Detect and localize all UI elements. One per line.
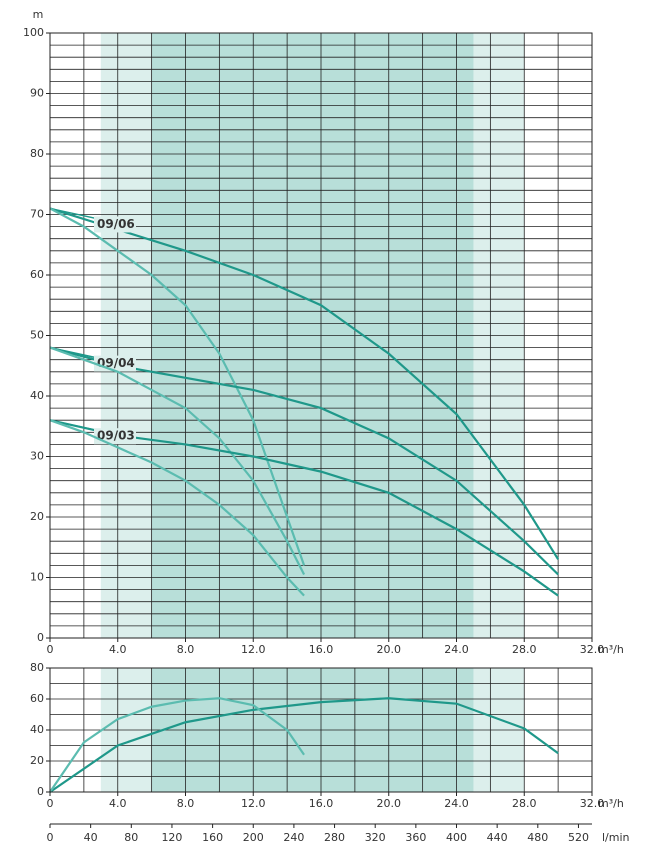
label-bg xyxy=(94,216,136,233)
y-tick-label: 60 xyxy=(30,692,44,705)
x2-tick-label: 120 xyxy=(161,831,182,844)
x-tick-label: 0 xyxy=(47,797,54,810)
x-axis-label: m³/h xyxy=(598,797,624,810)
x-tick-label: 16.0 xyxy=(309,643,334,656)
curve xyxy=(49,346,559,576)
x2-tick-label: 240 xyxy=(283,831,304,844)
y-tick-label: 0 xyxy=(37,631,44,644)
x-tick-label: 28.0 xyxy=(512,643,537,656)
y-tick-label: 70 xyxy=(30,208,44,221)
label-bg xyxy=(94,428,136,445)
x2-tick-label: 360 xyxy=(405,831,426,844)
y-tick-label: 20 xyxy=(30,510,44,523)
curve xyxy=(49,419,305,597)
x2-tick-label: 80 xyxy=(124,831,138,844)
curve xyxy=(49,419,559,597)
y-tick-label: 80 xyxy=(30,147,44,160)
x2-tick-label: 440 xyxy=(487,831,508,844)
x-tick-label: 8.0 xyxy=(177,797,195,810)
x2-tick-label: 480 xyxy=(527,831,548,844)
curve-label: 09/06 xyxy=(97,217,135,231)
x-tick-label: 16.0 xyxy=(309,797,334,810)
curve xyxy=(49,207,560,560)
curve-label: 09/04 xyxy=(97,356,135,370)
x-tick-label: 32.0 xyxy=(580,643,605,656)
y-tick-label: 30 xyxy=(30,450,44,463)
x2-tick-label: 200 xyxy=(243,831,264,844)
x-tick-label: 12.0 xyxy=(241,797,266,810)
y-tick-label: 20 xyxy=(30,754,44,767)
x-tick-label: 4.0 xyxy=(109,797,127,810)
x-axis-label: m³/h xyxy=(598,643,624,656)
curve xyxy=(49,697,559,793)
curve xyxy=(49,207,306,566)
y-axis-label: m xyxy=(33,8,44,21)
y-tick-label: 90 xyxy=(30,87,44,100)
x2-tick-label: 280 xyxy=(324,831,345,844)
plot-frame xyxy=(49,667,593,793)
curve xyxy=(49,697,305,793)
x-tick-label: 28.0 xyxy=(512,797,537,810)
x2-tick-label: 160 xyxy=(202,831,223,844)
x2-tick-label: 400 xyxy=(446,831,467,844)
x2-tick-label: 520 xyxy=(568,831,589,844)
y-tick-label: 40 xyxy=(30,389,44,402)
x-tick-label: 24.0 xyxy=(444,797,469,810)
y-tick-label: 50 xyxy=(30,329,44,342)
plot-frame xyxy=(49,32,593,639)
x2-axis-label: l/min xyxy=(602,831,630,844)
x-tick-label: 4.0 xyxy=(109,643,127,656)
x-tick-label: 0 xyxy=(47,643,54,656)
y-tick-label: 10 xyxy=(30,571,44,584)
x2-tick-label: 40 xyxy=(84,831,98,844)
y-tick-label: 100 xyxy=(23,26,44,39)
y-tick-label: 80 xyxy=(30,661,44,674)
label-leader xyxy=(49,207,97,220)
x2-tick-label: 320 xyxy=(365,831,386,844)
y-tick-label: 0 xyxy=(37,785,44,798)
x-tick-label: 32.0 xyxy=(580,797,605,810)
x-tick-label: 20.0 xyxy=(377,643,402,656)
x-tick-label: 20.0 xyxy=(377,797,402,810)
x-tick-label: 8.0 xyxy=(177,643,195,656)
x-tick-label: 24.0 xyxy=(444,643,469,656)
curve xyxy=(49,346,306,575)
x2-tick-label: 0 xyxy=(47,831,54,844)
y-tick-label: 40 xyxy=(30,723,44,736)
y-tick-label: 60 xyxy=(30,268,44,281)
curve-label: 09/03 xyxy=(97,429,135,443)
x-tick-label: 12.0 xyxy=(241,643,266,656)
